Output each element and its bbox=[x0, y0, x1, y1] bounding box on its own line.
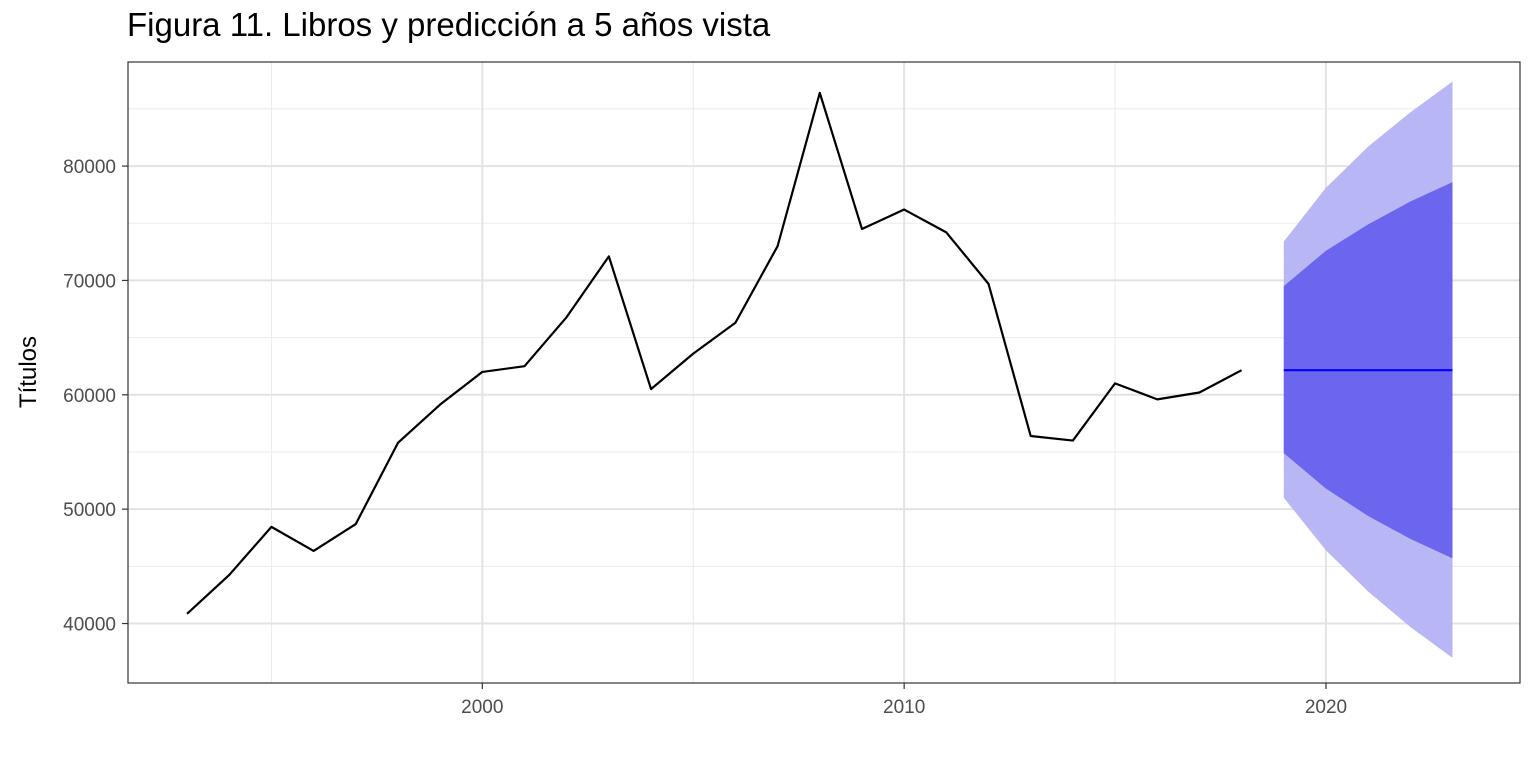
y-tick-label: 80000 bbox=[63, 157, 116, 178]
observed-series-line bbox=[186, 91, 1243, 615]
chart-title: Figura 11. Libros y predicción a 5 años … bbox=[127, 6, 771, 43]
x-tick-label: 2020 bbox=[1305, 697, 1347, 718]
y-tick-label: 70000 bbox=[63, 271, 116, 292]
axes: 2000 2010 2020 40000 50000 60000 70000 80000 bbox=[63, 157, 1347, 718]
y-tick-label: 60000 bbox=[63, 386, 116, 407]
y-tick-label: 50000 bbox=[63, 500, 116, 521]
x-tick-label: 2010 bbox=[883, 697, 925, 718]
y-axis-title: Títulos bbox=[15, 336, 42, 408]
y-tick-label: 40000 bbox=[63, 615, 116, 636]
series bbox=[186, 91, 1453, 615]
x-tick-label: 2000 bbox=[461, 697, 503, 718]
plot-panel-border bbox=[127, 61, 1521, 684]
